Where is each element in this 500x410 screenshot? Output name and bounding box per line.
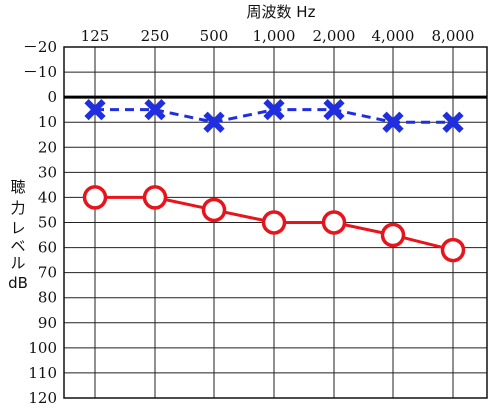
x-marker: [442, 111, 464, 133]
y-tick-label: 30: [38, 163, 57, 181]
x-marker: [382, 111, 404, 133]
y-tick-label: 60: [38, 239, 57, 257]
x-marker-stroke: [144, 99, 166, 121]
o-marker: [261, 210, 287, 235]
y-tick-label: 80: [38, 289, 57, 307]
y-tick-label: 50: [38, 214, 57, 232]
x-tick-label: 125: [81, 27, 110, 45]
y-tick-label: 40: [38, 188, 57, 206]
plot-frame: [63, 46, 488, 399]
x-tick-label: 8,000: [432, 27, 475, 45]
x-tick-label: 500: [200, 27, 229, 45]
x-marker-stroke: [84, 99, 106, 121]
y-tick-label: 10: [38, 113, 57, 131]
o-marker: [321, 210, 347, 235]
x-marker: [323, 99, 345, 121]
y-axis-label-line: dB: [8, 274, 28, 292]
x-tick-label: 250: [141, 27, 170, 45]
y-tick-label: 120: [28, 389, 57, 407]
o-marker: [380, 222, 406, 248]
x-marker: [263, 99, 285, 121]
y-tick-label: 90: [38, 314, 57, 332]
y-axis-label-line: レ: [10, 219, 25, 237]
y-tick-label: 110: [28, 364, 57, 382]
y-tick-labels: －20 －10 0 10 20 30 40 50 60 70 80 90 100 110 120: [23, 38, 57, 407]
y-tick-label: －20: [23, 38, 57, 56]
x-marker: [144, 99, 166, 121]
y-tick-label: 70: [38, 264, 57, 282]
y-axis-label-line: 力: [10, 199, 25, 217]
x-tick-labels: 125 250 500 1,000 2,000 4,000 8,000: [81, 27, 475, 45]
x-marker-stroke: [382, 111, 404, 133]
x-tick-label: 2,000: [313, 27, 356, 45]
y-tick-label: 20: [38, 138, 57, 156]
y-tick-label: －10: [23, 63, 57, 81]
x-tick-label: 1,000: [253, 27, 296, 45]
o-marker: [440, 237, 466, 263]
grid-lines: [64, 46, 487, 399]
y-axis-label-line: ベ: [10, 237, 25, 255]
y-tick-label: 0: [47, 88, 57, 106]
x-marker-stroke: [323, 99, 345, 121]
o-marker: [82, 185, 108, 210]
x-marker-stroke: [442, 111, 464, 133]
chart-title: 周波数 Hz: [247, 3, 316, 21]
x-tick-label: 4,000: [372, 27, 415, 45]
x-marker: [84, 99, 106, 121]
x-marker-stroke: [203, 111, 225, 133]
x-marker: [203, 111, 225, 133]
o-marker: [142, 185, 168, 210]
o-marker: [201, 197, 227, 223]
y-axis-label-line: ル: [10, 254, 25, 272]
y-tick-label: 100: [28, 339, 57, 357]
series-group: [82, 99, 466, 263]
x-marker-stroke: [263, 99, 285, 121]
y-axis-label-line: 聴: [10, 178, 25, 196]
